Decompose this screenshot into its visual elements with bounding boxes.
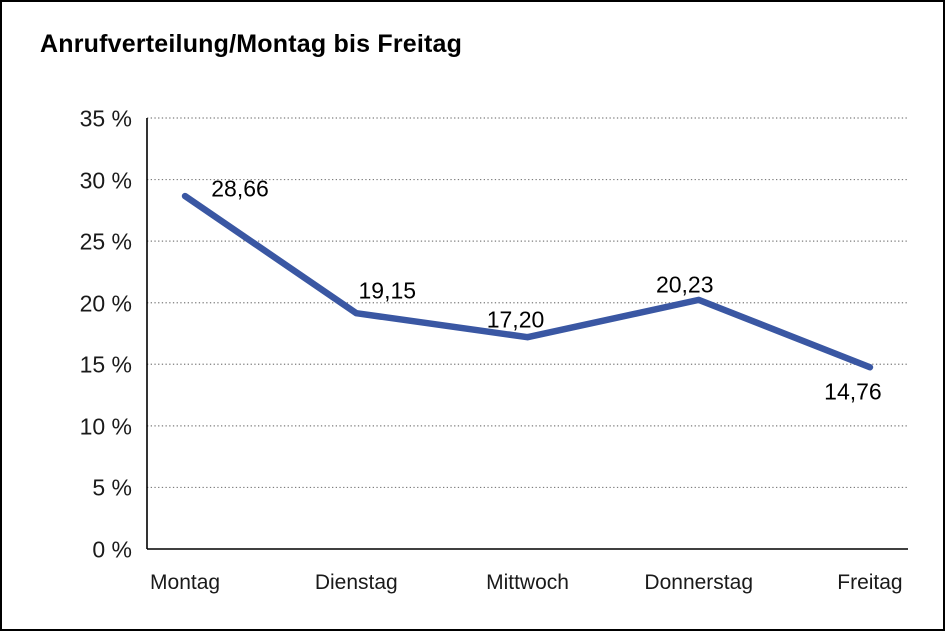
chart-title: Anrufverteilung/Montag bis Freitag xyxy=(40,30,463,58)
data-line xyxy=(181,192,874,371)
